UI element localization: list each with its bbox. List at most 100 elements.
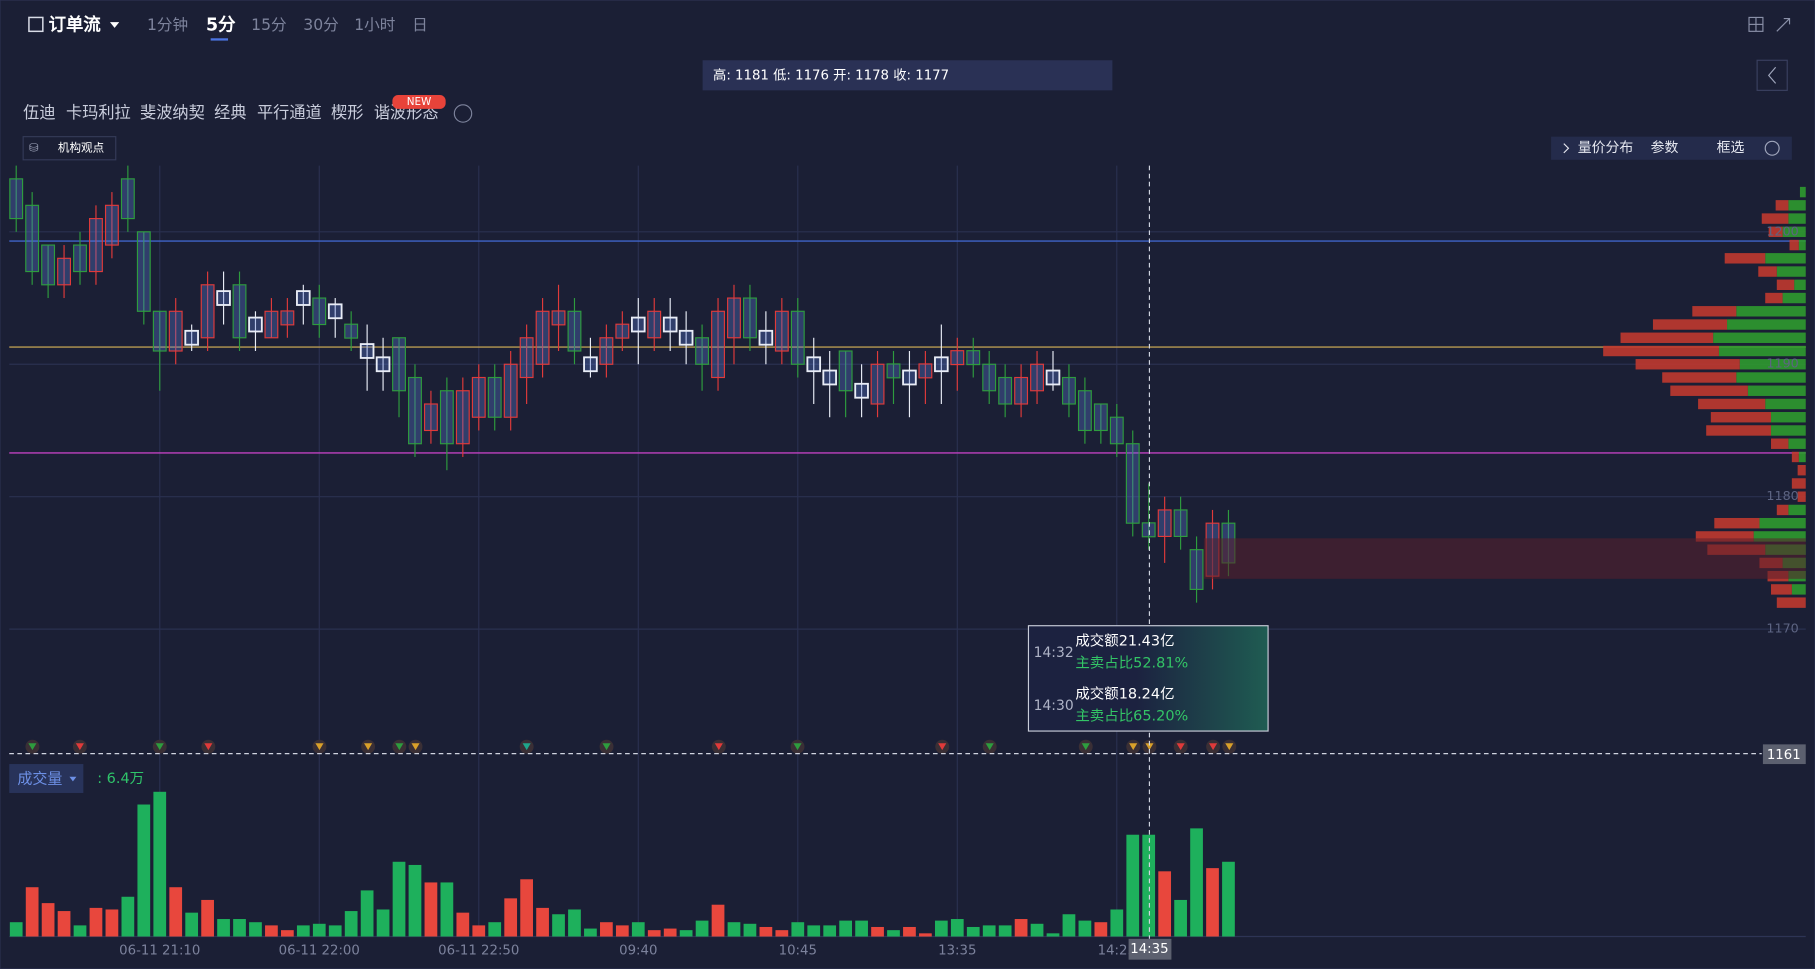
- candle-body: [375, 356, 391, 373]
- signal-icon: [985, 743, 994, 751]
- candle-body: [264, 310, 279, 339]
- candle-body: [902, 369, 917, 386]
- volume-bar: [25, 887, 39, 937]
- volume-bar: [903, 926, 916, 937]
- collapse-icon[interactable]: [1776, 18, 1791, 32]
- profile-buy: [1788, 438, 1806, 449]
- drawing-tool[interactable]: 楔形: [331, 103, 363, 122]
- volume-bar: [1206, 868, 1219, 937]
- profile-sell: [1662, 372, 1737, 383]
- candle-body: [1093, 403, 1108, 432]
- profile-sell: [1789, 239, 1799, 251]
- profile-sell: [1698, 398, 1766, 410]
- candle-body: [918, 363, 933, 379]
- candle-body: [615, 323, 630, 339]
- candle-body: [678, 329, 694, 346]
- drawing-tool[interactable]: 伍迪: [23, 103, 55, 122]
- volume-label[interactable]: 成交量: [17, 770, 62, 788]
- volume-bar: [966, 926, 980, 937]
- volume-bar: [1110, 909, 1124, 937]
- candle-body: [152, 310, 167, 352]
- candle-body: [344, 323, 359, 339]
- title[interactable]: 订单流: [49, 15, 102, 36]
- volume-bar: [600, 922, 613, 937]
- candle-body: [136, 231, 151, 312]
- volume-bar: [41, 903, 55, 937]
- candle-body: [583, 356, 598, 373]
- profile-sell: [1791, 451, 1799, 463]
- candle-body: [471, 376, 486, 418]
- drawing-tool[interactable]: 平行通道: [257, 103, 322, 122]
- interval-tab[interactable]: 5分: [206, 16, 236, 36]
- help-icon[interactable]: [453, 104, 473, 123]
- volume-bar: [1190, 828, 1203, 937]
- volume-bar: [1174, 899, 1187, 937]
- volume-bar: [376, 909, 390, 937]
- candle-body: [711, 310, 725, 379]
- institution-view-button[interactable]: [22, 136, 117, 161]
- profile-sell: [1775, 200, 1789, 211]
- candle-body: [870, 363, 885, 405]
- toolbar-button[interactable]: 量价分布: [1578, 140, 1634, 156]
- volume-bar: [408, 864, 422, 937]
- profile-buy: [1776, 266, 1806, 277]
- volume-bar: [1046, 933, 1060, 937]
- signal-icon: [714, 743, 723, 751]
- volume-bar: [121, 896, 135, 937]
- candle-body: [248, 316, 263, 333]
- drawing-tool[interactable]: 斐波纳契: [140, 103, 205, 122]
- drawing-tool[interactable]: 经典: [214, 103, 246, 122]
- candle-body: [630, 316, 646, 333]
- volume-bar: [504, 898, 518, 937]
- institution-view-text[interactable]: 机构观点: [58, 141, 104, 155]
- candle-body: [982, 363, 997, 392]
- volume-bar: [1062, 914, 1076, 937]
- toolbar-button[interactable]: 参数: [1651, 139, 1679, 156]
- interval-tab[interactable]: 1小时: [354, 16, 396, 34]
- signal-icon: [1129, 743, 1138, 751]
- profile-buy: [1759, 517, 1806, 529]
- volume-bar: [584, 928, 597, 937]
- toolbar-button[interactable]: 框选: [1717, 140, 1745, 156]
- volume-bar: [982, 925, 996, 937]
- interval-tab[interactable]: 30分: [303, 16, 338, 34]
- signal-icon: [522, 743, 531, 751]
- volume-bar: [919, 933, 932, 937]
- volume-bar: [615, 925, 629, 937]
- profile-sell: [1771, 438, 1789, 449]
- candle-body: [854, 382, 869, 399]
- volume-bar: [1158, 871, 1172, 937]
- drawing-tool[interactable]: 卡玛利拉: [66, 103, 131, 122]
- profile-buy: [1798, 451, 1806, 463]
- signal-icon: [155, 743, 164, 751]
- profile-sell: [1761, 213, 1789, 224]
- candle-body: [822, 369, 837, 386]
- help-icon[interactable]: [1764, 140, 1780, 156]
- volume-bar: [424, 882, 438, 937]
- interval-tab[interactable]: 1分钟: [147, 16, 188, 34]
- volume-bar: [998, 925, 1012, 937]
- dropdown-caret[interactable]: [109, 22, 120, 28]
- back-button[interactable]: [1756, 59, 1788, 91]
- candle-body: [1030, 363, 1044, 392]
- volume-bar: [1014, 919, 1028, 937]
- new-badge-text: NEW: [407, 96, 432, 108]
- volume-bar: [871, 926, 884, 937]
- volume-bar: [312, 923, 326, 937]
- volume-bar: [1142, 834, 1156, 937]
- signal-icon: [793, 743, 802, 751]
- profile-sell: [1776, 279, 1795, 291]
- chart-icon[interactable]: [28, 16, 44, 33]
- interval-tab[interactable]: 日: [412, 16, 428, 34]
- volume-bar: [57, 911, 71, 937]
- volume-bar: [456, 912, 470, 937]
- tooltip-amount: 成交额21.43亿: [1075, 631, 1174, 649]
- interval-tab[interactable]: 15分: [251, 16, 286, 34]
- signal-icon: [315, 743, 324, 751]
- x-tick-label: 06-11 22:00: [279, 943, 360, 958]
- profile-buy: [1765, 398, 1806, 410]
- candle-body: [998, 376, 1013, 405]
- candle-body: [727, 297, 741, 339]
- volume-caret: [69, 776, 77, 782]
- candle-body: [487, 376, 502, 418]
